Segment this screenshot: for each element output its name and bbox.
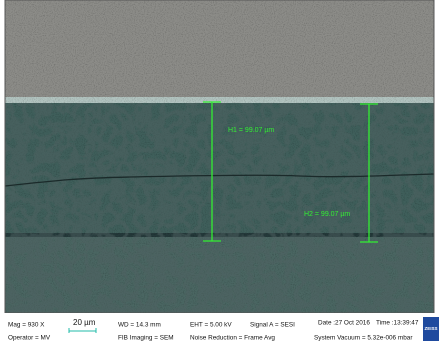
info-text: Signal A = SESI: [250, 322, 295, 329]
measurement-label: H2 = 99.07 µm: [304, 211, 350, 218]
info-text: WD = 14.3 mm: [118, 322, 161, 329]
info-text: FIB Imaging = SEM: [118, 335, 174, 342]
sem-screenshot: H1 = 99.07 µm H2 = 99.07 µm Mag = 930 X …: [0, 0, 439, 345]
info-text: Noise Reduction = Frame Avg: [190, 335, 275, 342]
info-text: Mag = 930 X: [8, 322, 45, 329]
info-text: EHT = 5.00 kV: [190, 322, 232, 329]
info-text: Operator = MV: [8, 335, 51, 342]
info-text: Time :13:39:47: [376, 320, 419, 327]
measurement-label: H1 = 99.07 µm: [228, 127, 274, 134]
info-text: Date :27 Oct 2016: [318, 320, 370, 327]
logo: ZEISS: [424, 326, 437, 331]
info-text: System Vacuum = 5.32e-006 mbar: [314, 335, 413, 342]
scale-bar-label: 20 µm: [73, 318, 96, 327]
